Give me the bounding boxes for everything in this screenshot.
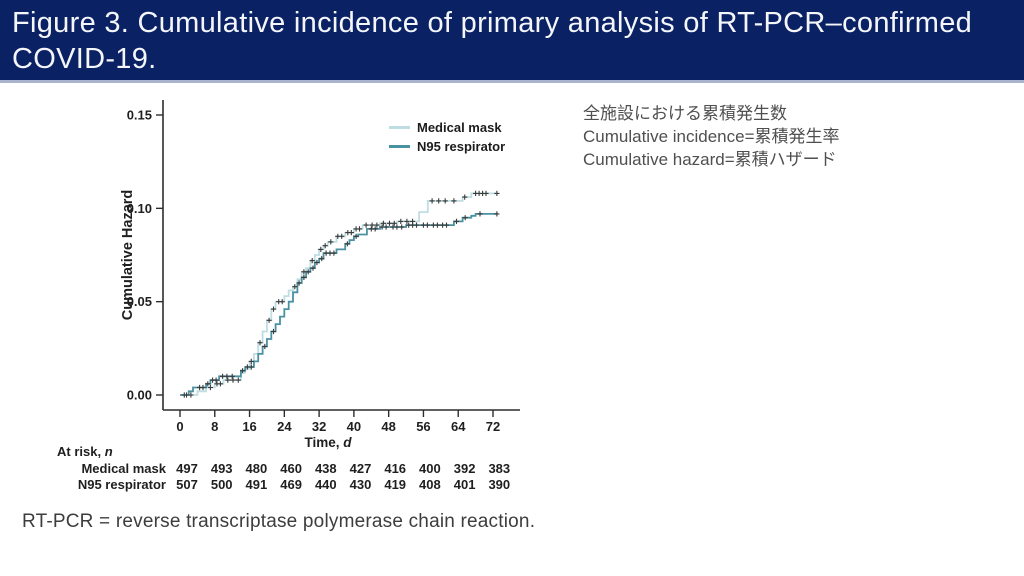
at-risk-value: 400: [419, 461, 441, 476]
at-risk-value: 383: [488, 461, 511, 476]
x-tick-label: 0: [176, 419, 183, 434]
km-chart-canvas: 0.00 0.05 0.10 0.15 0 8 16 24 32 40 48 56 64 72 Cumula…: [120, 100, 520, 450]
y-tick-label: 0.05: [127, 294, 152, 309]
at-risk-value: 427: [349, 461, 372, 476]
legend-line-n95-respirator: [389, 144, 410, 148]
x-tick-label: 32: [312, 419, 326, 434]
legend-line-medical-mask: [389, 125, 410, 129]
x-tick-label: 72: [486, 419, 500, 434]
at-risk-value: 438: [314, 461, 337, 476]
at-risk-value: 480: [245, 461, 268, 476]
series-line-medical-mask: [180, 192, 498, 396]
slide-header: Figure 3. Cumulative incidence of primar…: [0, 0, 1024, 83]
footnote: RT-PCR = reverse transcriptase polymeras…: [22, 511, 536, 532]
at-risk-value: 500: [210, 477, 233, 492]
note-line-2: Cumulative incidence=累積発生率: [583, 127, 840, 146]
at-risk-header: At risk, n: [57, 444, 113, 459]
x-axis-label: Time, d: [304, 435, 352, 450]
y-tick-label: 0.10: [127, 201, 152, 216]
x-tick-label: 48: [381, 419, 395, 434]
legend-item-n95-respirator: N95 respirator: [389, 138, 505, 154]
annotation-notes: 全施設における累積発生数 Cumulative incidence=累積発生率 …: [583, 102, 840, 171]
x-tick-label: 64: [451, 419, 466, 434]
series-line-n95-respirator: [180, 213, 498, 396]
at-risk-value: 460: [280, 461, 302, 476]
legend-item-medical-mask: Medical mask: [389, 119, 505, 135]
at-risk-header-text: At risk,: [57, 444, 105, 459]
at-risk-value: 430: [349, 477, 372, 492]
at-risk-value: 390: [488, 477, 511, 492]
at-risk-row-label-medical-mask: Medical mask: [81, 461, 166, 476]
x-tick-label: 40: [347, 419, 361, 434]
note-line-1: 全施設における累積発生数: [583, 104, 787, 123]
x-tick-label: 16: [242, 419, 256, 434]
x-tick-label: 56: [416, 419, 430, 434]
at-risk-value: 440: [314, 477, 337, 492]
y-axis-label: Cumulative Hazard: [120, 190, 136, 321]
note-line-3: Cumulative hazard=累積ハザード: [583, 150, 837, 169]
legend-label-n95-respirator: N95 respirator: [417, 138, 506, 154]
at-risk-value: 491: [245, 477, 268, 492]
at-risk-value: 416: [384, 461, 407, 476]
at-risk-value: 469: [280, 477, 302, 492]
at-risk-header-italic-n: n: [104, 444, 113, 459]
at-risk-row-label-n95-respirator: N95 respirator: [77, 477, 166, 492]
at-risk-value: 419: [384, 477, 407, 492]
chart-legend: Medical mask N95 respirator: [389, 119, 505, 154]
at-risk-value: 401: [453, 477, 476, 492]
y-tick-label: 0.15: [127, 107, 152, 122]
at-risk-value: 493: [210, 461, 233, 476]
at-risk-value: 408: [419, 477, 441, 492]
legend-label-medical-mask: Medical mask: [417, 119, 502, 135]
at-risk-value: 497: [176, 461, 198, 476]
at-risk-value: 392: [453, 461, 476, 476]
censor-marks-medical-mask: [183, 190, 500, 398]
x-tick-label: 24: [277, 419, 292, 434]
y-tick-label: 0.00: [127, 388, 152, 403]
slide-title: Figure 3. Cumulative incidence of primar…: [12, 7, 973, 75]
x-tick-label: 8: [211, 419, 218, 434]
at-risk-value: 507: [176, 477, 198, 492]
censor-marks-n95-respirator: [181, 211, 500, 398]
